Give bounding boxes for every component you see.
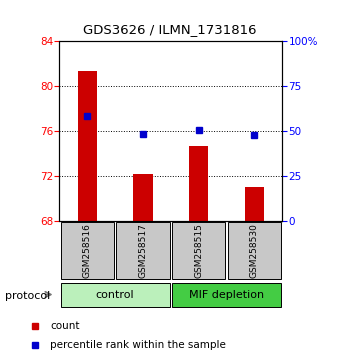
Bar bbox=[244, 187, 264, 221]
Bar bbox=[189, 145, 208, 221]
Bar bbox=[133, 174, 153, 221]
Text: GSM258517: GSM258517 bbox=[138, 223, 148, 278]
Text: MIF depletion: MIF depletion bbox=[189, 290, 264, 300]
Bar bbox=[61, 283, 170, 307]
Text: percentile rank within the sample: percentile rank within the sample bbox=[50, 340, 226, 350]
Text: GSM258530: GSM258530 bbox=[250, 223, 259, 278]
Bar bbox=[116, 222, 170, 279]
Text: protocol: protocol bbox=[5, 291, 50, 301]
Bar bbox=[228, 222, 281, 279]
Text: GDS3626 / ILMN_1731816: GDS3626 / ILMN_1731816 bbox=[83, 23, 257, 36]
Text: count: count bbox=[50, 321, 80, 331]
Bar bbox=[172, 283, 281, 307]
Bar bbox=[172, 222, 225, 279]
Text: control: control bbox=[96, 290, 135, 300]
Bar bbox=[61, 222, 114, 279]
Text: GSM258515: GSM258515 bbox=[194, 223, 203, 278]
Text: GSM258516: GSM258516 bbox=[83, 223, 92, 278]
Bar bbox=[78, 71, 97, 221]
